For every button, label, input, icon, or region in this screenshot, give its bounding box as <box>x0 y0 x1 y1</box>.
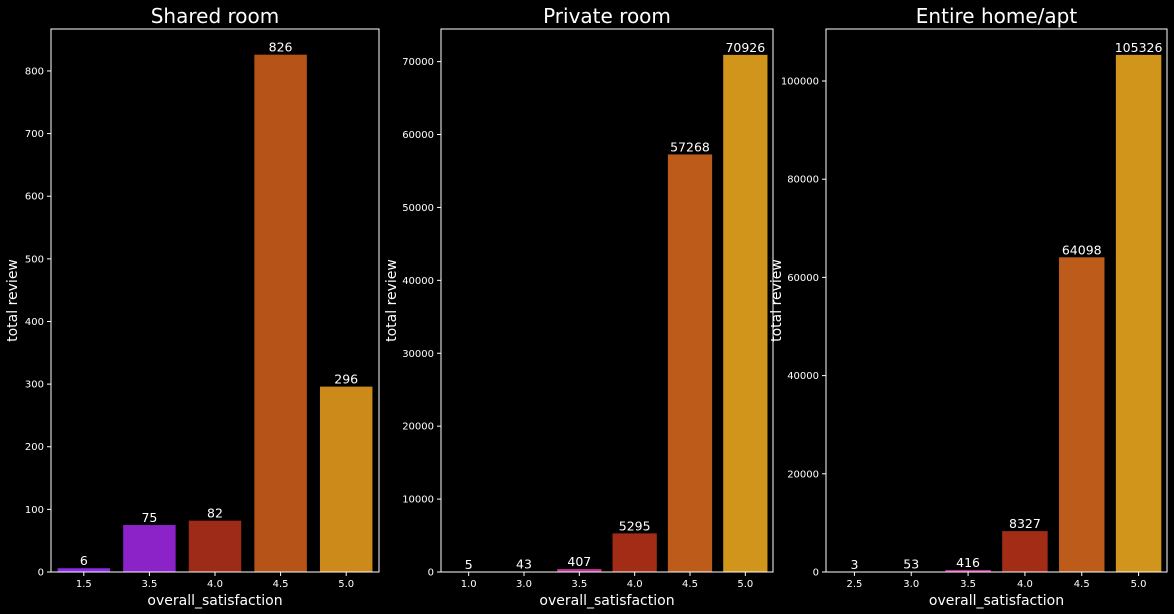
y-tick-label: 80000 <box>787 175 819 186</box>
bar-value-label: 3 <box>850 557 858 572</box>
y-tick-label: 20000 <box>787 469 819 480</box>
bar-value-label: 82 <box>207 506 223 521</box>
x-tick-label: 4.0 <box>1017 579 1033 590</box>
bar-value-label: 70926 <box>725 40 765 55</box>
bar-value-label: 57268 <box>670 139 710 154</box>
bar-value-label: 6 <box>80 553 88 568</box>
chart-panel-entire-home-apt: Entire home/apt 0 20000 40000 60000 80000 1000… <box>769 4 1168 609</box>
x-axis-label: overall_satisfaction <box>929 593 1064 609</box>
y-tick-label: 600 <box>25 192 44 203</box>
y-axis-label: total review <box>769 259 785 342</box>
bar-4-5 <box>254 54 307 572</box>
bar-4-0 <box>188 520 242 572</box>
x-tick-label: 5.0 <box>737 579 753 590</box>
chart-title: Private room <box>543 4 671 28</box>
y-tick-label: 800 <box>25 66 44 77</box>
x-axis-label: overall_satisfaction <box>539 593 674 609</box>
y-tick-label: 60000 <box>787 273 819 284</box>
bar-value-label: 296 <box>334 372 358 387</box>
bar-1-5 <box>57 568 111 572</box>
y-tick-label: 10000 <box>402 495 434 506</box>
chart-title: Entire home/apt <box>916 4 1078 28</box>
bar-5-0 <box>319 386 373 572</box>
bar-value-label: 5295 <box>619 518 651 533</box>
bar-3-5 <box>945 569 991 572</box>
bar-value-label: 75 <box>141 510 157 525</box>
x-tick-label: 4.0 <box>207 579 223 590</box>
y-tick-label: 300 <box>25 380 44 391</box>
x-tick-label: 4.5 <box>1074 579 1090 590</box>
x-tick-label: 3.5 <box>141 579 157 590</box>
x-tick-label: 5.0 <box>338 579 354 590</box>
y-axis-label: total review <box>5 259 21 342</box>
y-tick-label: 500 <box>25 254 44 265</box>
y-tick-label: 20000 <box>402 422 434 433</box>
x-tick-label: 3.0 <box>516 579 532 590</box>
bar-4-0 <box>1002 531 1048 572</box>
bar-value-label: 826 <box>269 40 293 55</box>
y-tick-label: 200 <box>25 442 44 453</box>
y-tick-label: 700 <box>25 129 44 140</box>
y-tick-label: 100000 <box>781 77 819 88</box>
bar-value-label: 53 <box>903 557 919 572</box>
y-tick-label: 70000 <box>402 57 434 68</box>
bar-4-5 <box>667 154 713 572</box>
y-tick-label: 400 <box>25 317 44 328</box>
x-tick-label: 4.0 <box>627 579 643 590</box>
y-tick-label: 0 <box>813 568 819 579</box>
plot-frame <box>825 28 1168 573</box>
bar-3-5 <box>123 525 176 572</box>
bar-3-5 <box>557 569 602 572</box>
chart-panel-shared-room: Shared room 0 100 200 300 400 500 600 700 800 6 1.5… <box>5 4 380 609</box>
y-tick-label: 100 <box>25 505 44 516</box>
plot-frame <box>50 28 380 573</box>
y-axis-label: total review <box>384 259 400 342</box>
bar-value-label: 64098 <box>1062 242 1102 257</box>
y-tick-label: 30000 <box>402 349 434 360</box>
bar-5-0 <box>723 54 768 573</box>
x-tick-label: 1.0 <box>461 579 477 590</box>
x-tick-label: 3.5 <box>571 579 587 590</box>
x-tick-label: 5.0 <box>1131 579 1147 590</box>
bar-4-5 <box>1059 257 1105 572</box>
chart-panel-private-room: Private room 0 10000 20000 30000 40000 50000 60… <box>384 4 774 609</box>
x-tick-label: 4.5 <box>273 579 289 590</box>
bar-value-label: 105326 <box>1115 40 1163 55</box>
y-tick-label: 0 <box>38 568 44 579</box>
bar-value-label: 43 <box>516 557 532 572</box>
bar-value-label: 5 <box>465 557 473 572</box>
y-tick-label: 40000 <box>402 276 434 287</box>
bar-value-label: 8327 <box>1009 516 1041 531</box>
x-tick-label: 3.0 <box>903 579 919 590</box>
bar-value-label: 407 <box>567 554 591 569</box>
y-tick-label: 50000 <box>402 203 434 214</box>
bar-value-label: 416 <box>956 555 980 570</box>
x-tick-label: 2.5 <box>846 579 862 590</box>
y-tick-label: 60000 <box>402 130 434 141</box>
x-tick-label: 4.5 <box>682 579 698 590</box>
chart-title: Shared room <box>151 4 280 28</box>
y-tick-label: 0 <box>428 568 434 579</box>
bar-4-0 <box>612 533 657 572</box>
x-tick-label: 1.5 <box>76 579 92 590</box>
bar-5-0 <box>1115 54 1162 573</box>
x-axis-label: overall_satisfaction <box>147 593 282 609</box>
plot-frame <box>440 28 774 573</box>
x-tick-label: 3.5 <box>960 579 976 590</box>
y-tick-label: 40000 <box>787 371 819 382</box>
